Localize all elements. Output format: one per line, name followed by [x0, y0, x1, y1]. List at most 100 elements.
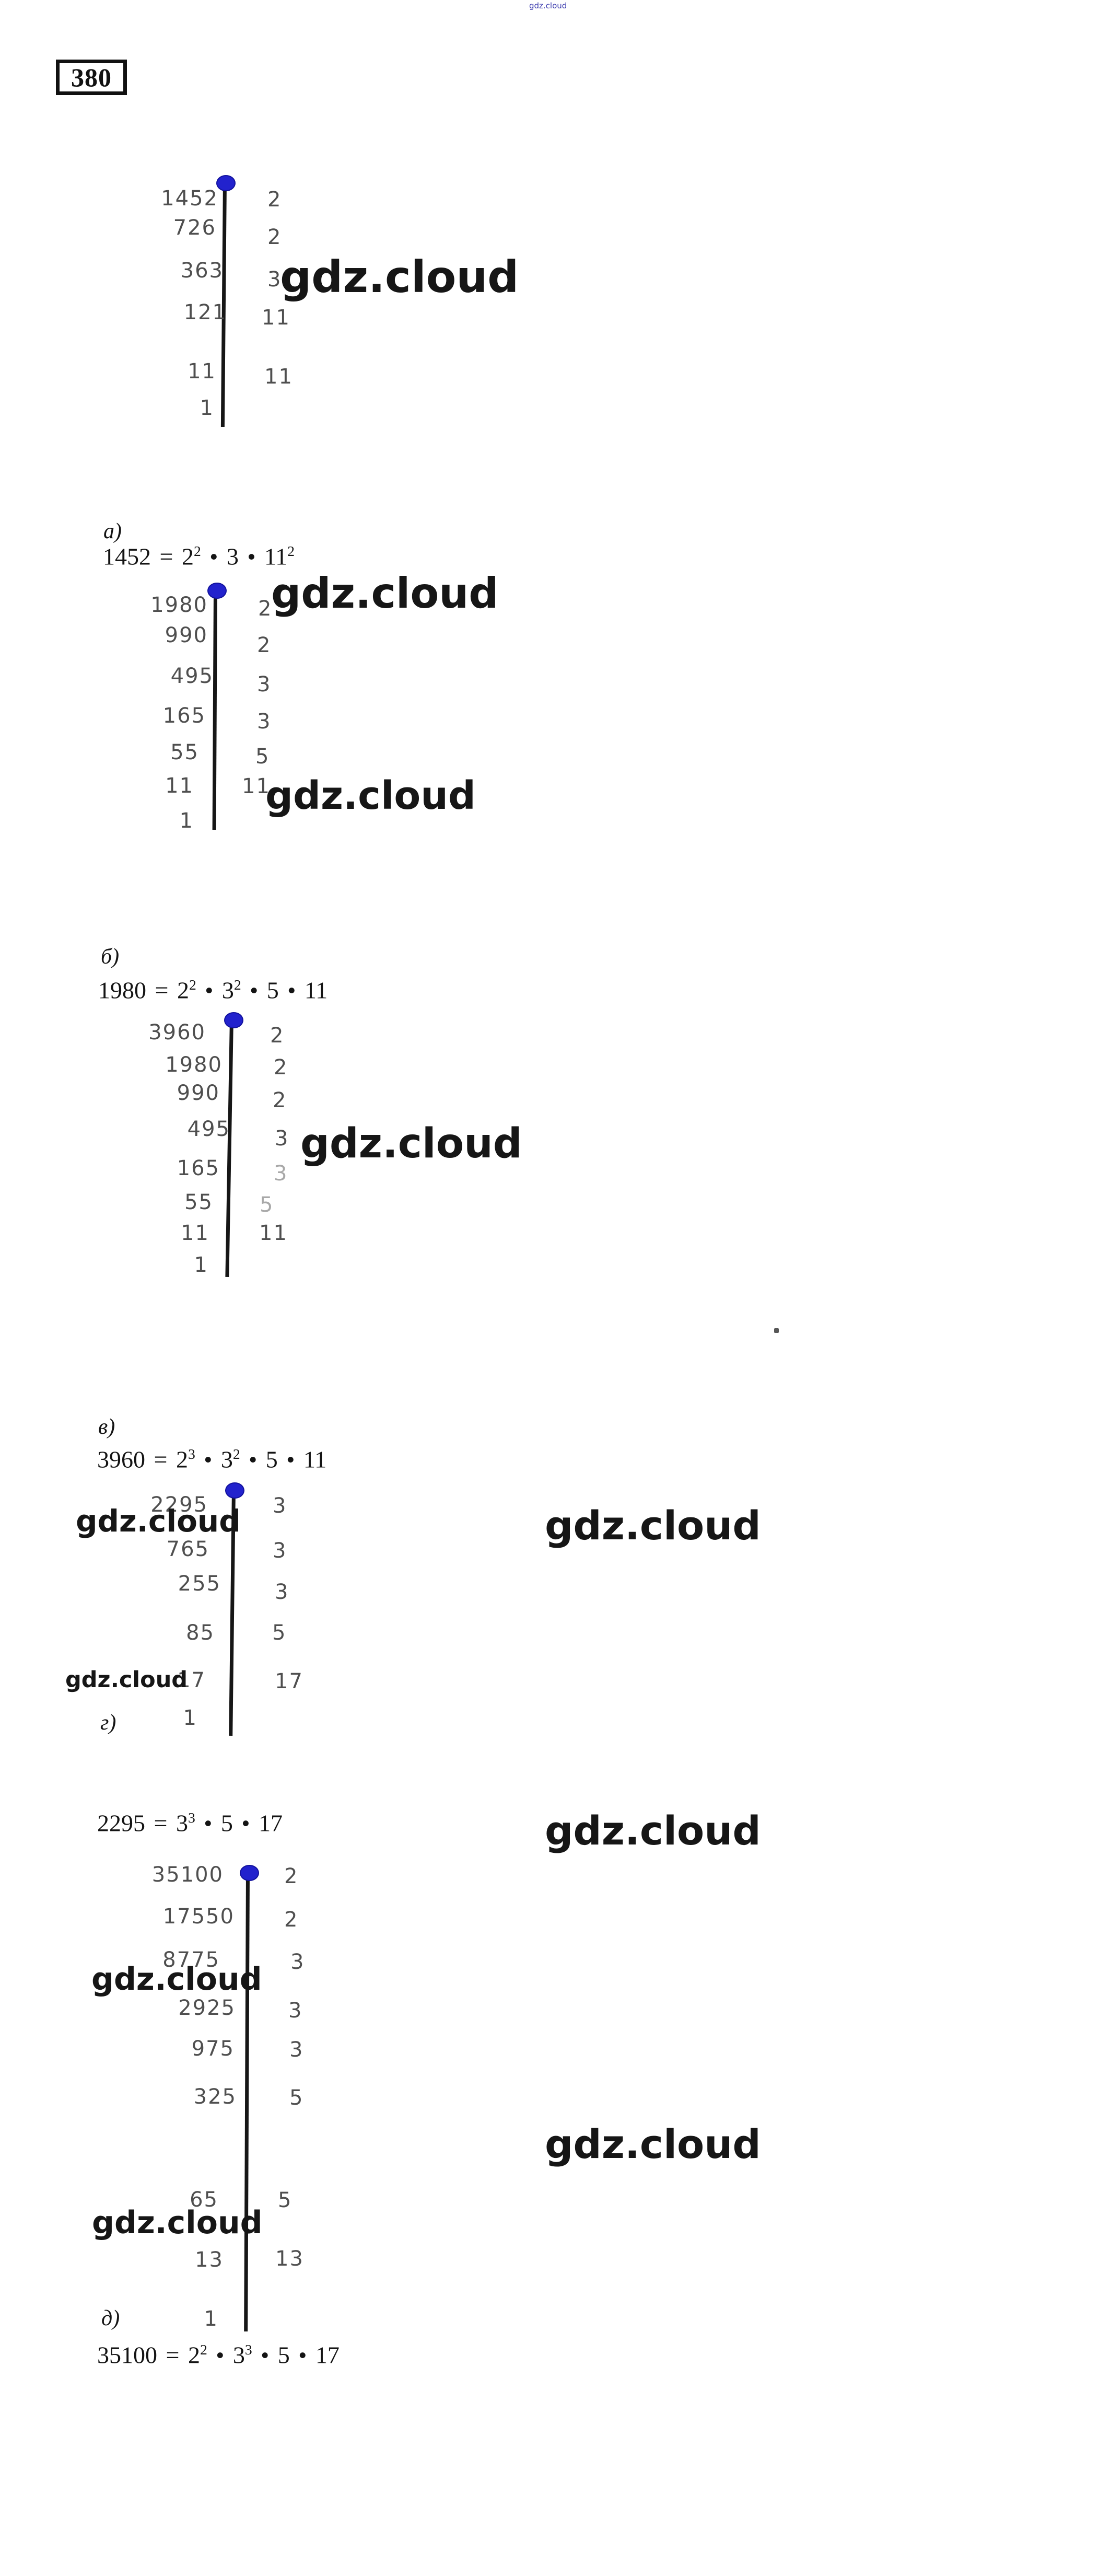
factor-value: 726 [173, 216, 216, 240]
prime-divisor: 11 [259, 1221, 288, 1245]
factor-value: 255 [178, 1572, 221, 1596]
section-label: б) [101, 945, 120, 969]
factorization-formula: 3960 = 23 • 32 • 5 • 11 [97, 1446, 327, 1473]
division-line [244, 1871, 250, 2332]
factor-value: 55 [184, 1190, 213, 1214]
factor-value: 11 [165, 774, 194, 798]
prime-divisor: 5 [272, 1621, 287, 1645]
gdz-cloud-watermark: gdz.cloud [545, 1502, 761, 1549]
gdz-cloud-watermark: gdz.cloud [300, 1120, 522, 1167]
section-label: в) [98, 1415, 115, 1439]
prime-divisor: 3 [289, 2038, 304, 2062]
line-start-dot [207, 583, 227, 599]
factor-value: 3960 [148, 1020, 206, 1045]
gdz-cloud-watermark: gdz.cloud [545, 1807, 761, 1854]
factor-value: 495 [170, 664, 214, 688]
factorization-formula: 2295 = 33 • 5 • 17 [97, 1809, 283, 1837]
factor-value: 1 [183, 1706, 197, 1730]
factor-value: 1980 [165, 1053, 223, 1077]
division-line [225, 1018, 233, 1277]
gdz-cloud-watermark: gdz.cloud [545, 2121, 761, 2167]
line-start-dot [225, 1482, 244, 1499]
problem-number: 380 [71, 63, 112, 92]
prime-divisor: 2 [257, 633, 272, 657]
gdz-cloud-watermark: gdz.cloud [65, 1667, 188, 1693]
prime-divisor: 11 [262, 306, 290, 330]
factor-value: 8775 [162, 1948, 220, 1972]
factor-value: 1980 [150, 593, 208, 617]
prime-divisor: 2 [274, 1055, 288, 1080]
scan-speck [774, 1328, 779, 1333]
prime-divisor: 3 [257, 710, 272, 734]
prime-divisor: 2 [273, 1088, 287, 1112]
gdz-cloud-watermark: gdz.cloud [271, 569, 499, 618]
factor-value: 1 [204, 2307, 218, 2331]
factorization-formula: 1452 = 22 • 3 • 112 [103, 543, 295, 570]
factor-value: 165 [162, 704, 206, 728]
factor-value: 35100 [151, 1863, 224, 1887]
section-label: г) [100, 1711, 116, 1735]
prime-divisor: 5 [278, 2188, 293, 2212]
gdz-cloud-watermark: gdz.cloud [76, 1503, 241, 1539]
prime-divisor: 2 [284, 1908, 299, 1932]
prime-divisor: 3 [288, 1999, 303, 2023]
prime-divisor: 3 [275, 1580, 289, 1604]
prime-divisor: 5 [289, 2086, 304, 2110]
factor-value: 17 [177, 1668, 206, 1692]
factor-value: 11 [181, 1221, 209, 1245]
prime-divisor: 3 [273, 1494, 287, 1518]
factor-value: 65 [190, 2188, 218, 2212]
factor-value: 1452 [161, 187, 218, 211]
prime-divisor: 2 [267, 225, 282, 249]
prime-divisor: 5 [260, 1193, 274, 1217]
prime-divisor: 11 [264, 365, 293, 389]
factor-value: 165 [177, 1156, 220, 1180]
factor-value: 975 [191, 2037, 235, 2061]
factor-value: 1 [200, 396, 214, 420]
factorization-formula: 35100 = 22 • 33 • 5 • 17 [97, 2341, 340, 2369]
prime-divisor: 11 [242, 774, 271, 798]
gdz-cloud-watermark: gdz.cloud [92, 2204, 263, 2241]
prime-divisor: 13 [275, 2247, 304, 2271]
line-start-dot [216, 175, 236, 191]
factor-value: 495 [187, 1117, 230, 1141]
factor-value: 363 [180, 259, 224, 283]
factor-value: 85 [186, 1621, 215, 1645]
prime-divisor: 3 [257, 672, 272, 697]
division-line [212, 589, 217, 830]
prime-divisor: 3 [275, 1127, 289, 1151]
section-label: д) [101, 2306, 120, 2330]
problem-number-box: 380 [56, 60, 127, 95]
line-start-dot [224, 1012, 243, 1028]
factor-value: 2925 [178, 1996, 236, 2020]
prime-divisor: 2 [284, 1864, 299, 1888]
gdz-cloud-watermark: gdz.cloud [265, 773, 476, 818]
section-label: а) [103, 519, 122, 543]
factor-value: 121 [183, 300, 227, 324]
factor-value: 1 [194, 1253, 208, 1277]
factor-value: 17550 [162, 1905, 235, 1929]
prime-divisor: 2 [270, 1024, 285, 1048]
prime-divisor: 3 [290, 1950, 305, 1974]
prime-divisor: 3 [267, 268, 282, 292]
factor-value: 13 [195, 2248, 224, 2272]
line-start-dot [240, 1865, 259, 1881]
factorization-formula: 1980 = 22 • 32 • 5 • 11 [98, 977, 328, 1004]
gdz-cloud-watermark: gdz.cloud [91, 1961, 262, 1998]
top-watermark: gdz.cloud [529, 1, 567, 10]
factor-value: 55 [170, 740, 199, 764]
factor-value: 765 [166, 1537, 209, 1561]
prime-divisor: 3 [274, 1162, 288, 1186]
gdz-cloud-watermark: gdz.cloud [280, 251, 519, 303]
prime-divisor: 2 [267, 188, 282, 212]
prime-divisor: 2 [258, 597, 273, 621]
factor-value: 325 [193, 2085, 237, 2109]
prime-divisor: 5 [255, 745, 270, 769]
factor-value: 2295 [150, 1493, 208, 1517]
prime-divisor: 17 [275, 1669, 303, 1693]
factor-value: 1 [179, 809, 194, 833]
factor-value: 990 [165, 623, 208, 647]
factor-value: 990 [177, 1081, 220, 1105]
factor-value: 11 [188, 359, 216, 384]
